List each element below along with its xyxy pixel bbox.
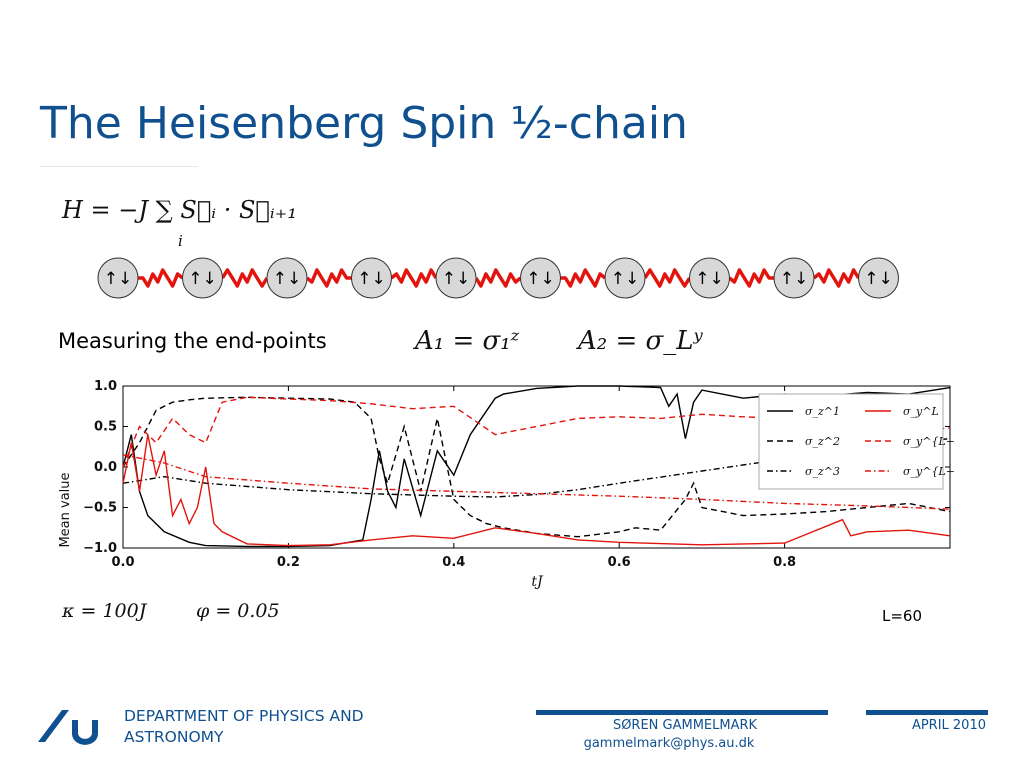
- chain-link: [474, 268, 522, 288]
- spin-arrows: ↑↓: [695, 269, 724, 289]
- chain-length-label: L=60: [882, 607, 923, 625]
- spin-arrows: ↑↓: [357, 269, 386, 289]
- chain-link: [305, 268, 352, 288]
- chain-link: [138, 268, 184, 288]
- phi-param: φ = 0.05: [196, 600, 280, 622]
- chain-link: [643, 268, 691, 288]
- chain-link: [221, 268, 269, 288]
- legend-label: σ_z^3: [805, 465, 840, 478]
- observable-2-formula: A₂ = σ_Lʸ: [578, 326, 703, 356]
- chain-spins: ↑↓ ↑↓ ↑↓ ↑↓ ↑↓ ↑↓ ↑↓ ↑↓ ↑↓ ↑↓: [97, 257, 899, 299]
- x-tick-label: 0.8: [773, 555, 796, 570]
- y-tick-label: −1.0: [83, 541, 117, 556]
- spin-site: [351, 257, 392, 299]
- spin-arrows: ↑↓: [104, 269, 133, 289]
- spin-site: [266, 257, 308, 299]
- hamiltonian-text: H = −J ∑ S⃗ᵢ · S⃗ᵢ₊₁: [62, 196, 297, 224]
- series-line: [122, 454, 951, 510]
- author-name: SØREN GAMMELMARK: [612, 718, 758, 733]
- sum-index: i: [178, 232, 183, 250]
- spin-chain-diagram: ↑↓ ↑↓ ↑↓ ↑↓ ↑↓ ↑↓ ↑↓ ↑↓ ↑↓ ↑↓: [97, 257, 899, 299]
- footer-bar-left: [536, 710, 828, 715]
- y-tick-label: −0.5: [83, 501, 117, 516]
- slide-title: The Heisenberg Spin ½-chain: [40, 98, 688, 149]
- x-tick-label: 0.2: [277, 555, 300, 570]
- chain-link: [560, 268, 607, 288]
- legend-label: σ_y^L: [903, 405, 939, 418]
- series-line: [122, 385, 951, 548]
- footer-bar-right: [866, 710, 988, 715]
- y-tick-label: 0.5: [94, 420, 117, 435]
- spin-arrows: ↑↓: [273, 269, 302, 289]
- legend-label: σ_y^{L−2}: [903, 465, 955, 478]
- kappa-param: κ = 100J: [62, 600, 147, 622]
- legend-label: σ_z^1: [805, 405, 840, 418]
- title-underline: [40, 166, 198, 167]
- observable-1-formula: A₁ = σ₁ᶻ: [415, 326, 520, 356]
- spin-arrows: ↑↓: [864, 269, 893, 289]
- legend-label: σ_z^2: [805, 435, 840, 448]
- chain-links: [138, 268, 860, 288]
- spin-arrows: ↑↓: [442, 269, 471, 289]
- spin-site: [435, 257, 477, 299]
- y-tick-label: 0.0: [94, 460, 117, 475]
- university-logo: [38, 710, 98, 745]
- hamiltonian-formula: H = −J ∑ S⃗ᵢ · S⃗ᵢ₊₁: [62, 196, 297, 224]
- x-tick-label: 0.4: [442, 555, 465, 570]
- department-name: Department of Physics and Astronomy: [124, 707, 364, 746]
- spin-site: [689, 257, 730, 299]
- chain-link: [728, 268, 774, 288]
- spin-arrows: ↑↓: [611, 269, 640, 289]
- y-axis-label: Mean value: [58, 472, 73, 547]
- series-line: [122, 396, 951, 538]
- spin-site: [520, 257, 561, 299]
- x-tick-label: 0.0: [111, 555, 134, 570]
- spin-arrows: ↑↓: [526, 269, 555, 289]
- chain-link: [390, 268, 438, 288]
- author-email[interactable]: gammelmark@phys.au.dk: [583, 736, 755, 751]
- legend-label: σ_y^{L−1}: [903, 435, 955, 448]
- x-axis-label: tJ: [531, 574, 544, 590]
- spin-site: [604, 257, 646, 299]
- chart-legend: σ_z^1 σ_z^2 σ_z^3 σ_y^L σ_y^{L−1} σ_y^{L−2}: [758, 393, 955, 490]
- spin-arrows: ↑↓: [188, 269, 217, 289]
- mean-value-chart: 1.00.50.0−0.5−1.00.0 0.2 0.4 0.6 0.8 σ_z^1σ_…: [58, 379, 955, 590]
- chain-link: [812, 268, 860, 288]
- spin-site: [97, 257, 139, 299]
- spin-arrows: ↑↓: [780, 269, 809, 289]
- spin-site: [773, 257, 815, 299]
- y-tick-label: 1.0: [94, 379, 117, 394]
- series-line: [122, 434, 951, 547]
- presentation-date: APRIL 2010: [911, 718, 986, 733]
- measure-label: Measuring the end-points: [58, 329, 327, 353]
- spin-site: [858, 257, 899, 299]
- spin-site: [182, 257, 223, 299]
- x-tick-label: 0.6: [608, 555, 631, 570]
